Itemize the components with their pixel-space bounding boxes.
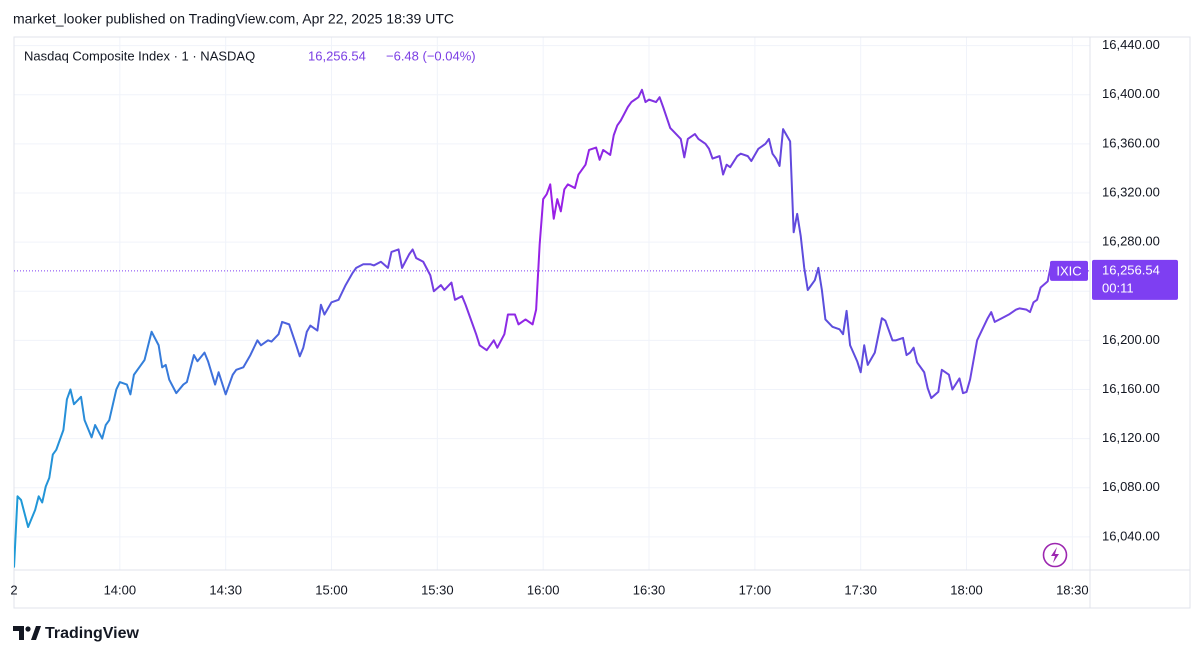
panel-border (13, 36, 1191, 609)
brand-logo (13, 626, 41, 640)
x-tick-label: 15:30 (421, 582, 454, 597)
y-tick-label: 16,040.00 (1102, 528, 1160, 543)
y-tick-label: 16,120.00 (1102, 430, 1160, 445)
price-tag (1092, 259, 1178, 300)
x-tick-label: 17:00 (739, 582, 772, 597)
symbol-tag-label: IXIC (1056, 263, 1081, 278)
x-tick-label: 16:00 (527, 582, 560, 597)
lightning-button[interactable] (1042, 542, 1068, 568)
symbol-title: Nasdaq Composite Index · 1 · NASDAQ (24, 48, 255, 63)
x-tick-label: 2 (10, 582, 17, 597)
logo-v (31, 626, 41, 640)
y-tick-label: 16,320.00 (1102, 184, 1160, 199)
y-tick-label: 16,080.00 (1102, 479, 1160, 494)
price-tags: IXIC 16,256.54 00:11 (1050, 259, 1178, 300)
y-tick-label: 16,200.00 (1102, 332, 1160, 347)
x-tick-label: 18:30 (1056, 582, 1089, 597)
header-change: −6.48 (−0.04%) (386, 48, 476, 63)
attribution: market_looker published on TradingView.c… (13, 11, 454, 27)
y-tick-label: 16,160.00 (1102, 381, 1160, 396)
brand-name: TradingView (45, 625, 140, 642)
y-tick-label: 16,440.00 (1102, 37, 1160, 52)
y-tick-label: 16,360.00 (1102, 135, 1160, 150)
price-tag-value: 16,256.54 (1102, 262, 1160, 277)
logo-dot (25, 626, 31, 632)
lightning-icon[interactable] (1051, 547, 1059, 563)
header-last-price: 16,256.54 (308, 48, 366, 63)
x-tick-label: 14:00 (104, 582, 137, 597)
x-tick-label: 16:30 (633, 582, 666, 597)
logo-t (13, 626, 24, 640)
y-tick-label: 16,280.00 (1102, 234, 1160, 249)
time-axis: 2 14:00 14:30 15:00 15:30 16:00 16:30 17:00 17:3… (10, 582, 1088, 597)
plot (14, 88, 1090, 568)
price-tag-countdown: 00:11 (1102, 280, 1134, 295)
price-line (14, 88, 1056, 568)
y-tick-label: 16,400.00 (1102, 86, 1160, 101)
x-tick-label: 14:30 (209, 582, 242, 597)
x-tick-label: 17:30 (844, 582, 877, 597)
price-axis: 16,040.00 16,080.00 16,120.00 16,160.00 16,2… (1102, 37, 1160, 543)
x-tick-label: 15:00 (315, 582, 348, 597)
symbol-tag (1050, 260, 1088, 281)
x-tick-label: 18:00 (950, 582, 983, 597)
